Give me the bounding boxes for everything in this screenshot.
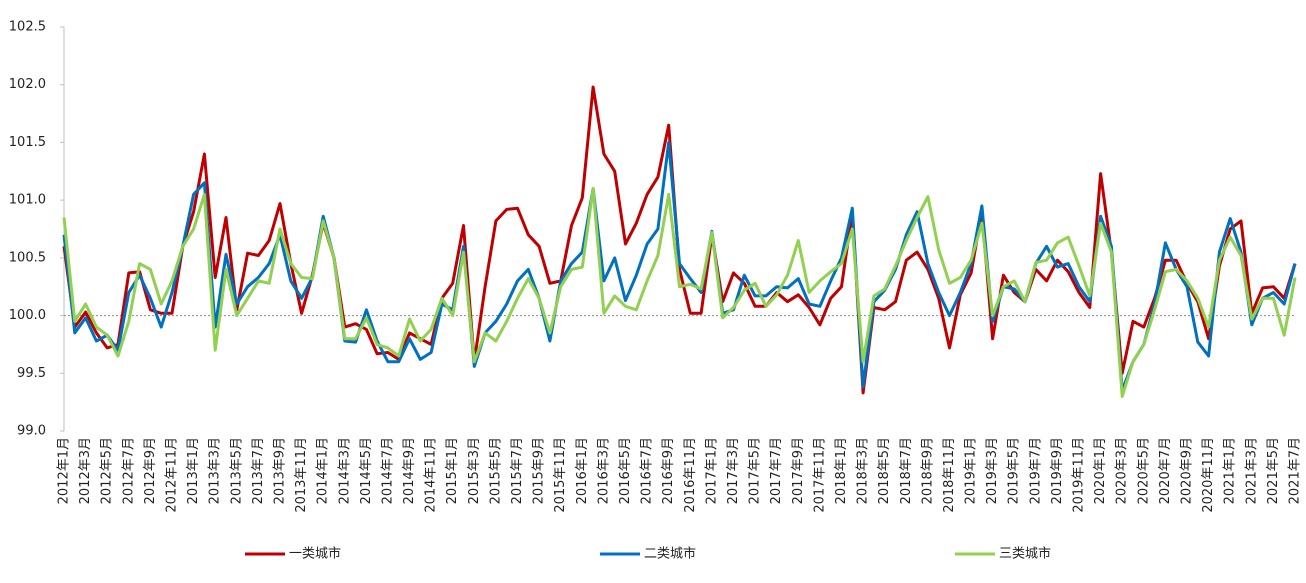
x-tick-label: 2012年3月 (78, 437, 93, 504)
x-tick-label: 2019年11月 (1072, 437, 1087, 513)
y-tick-label: 101.5 (9, 135, 46, 150)
x-tick-label: 2013年1月 (186, 437, 201, 504)
x-tick-label: 2017年7月 (769, 437, 784, 504)
x-tick-label: 2021年7月 (1288, 437, 1303, 504)
x-tick-label: 2015年7月 (510, 437, 525, 504)
legend-label: 三类城市 (999, 546, 1051, 562)
x-tick-label: 2013年5月 (229, 437, 244, 504)
x-tick-label: 2020年1月 (1093, 437, 1108, 504)
x-tick-label: 2014年5月 (359, 437, 374, 504)
x-tick-label: 2017年3月 (726, 437, 741, 504)
x-tick-label: 2017年9月 (791, 437, 806, 504)
series-line (62, 85, 1297, 395)
x-tick-label: 2018年3月 (856, 437, 871, 504)
x-tick-label: 2016年5月 (618, 437, 633, 504)
x-tick-label: 2019年3月 (985, 437, 1000, 504)
x-tick-label: 2017年1月 (704, 437, 719, 504)
x-tick-label: 2015年9月 (532, 437, 547, 504)
x-tick-label: 2019年7月 (1028, 437, 1043, 504)
x-tick-label: 2012年7月 (121, 437, 136, 504)
x-tick-label: 2012年11月 (164, 437, 179, 513)
x-tick-label: 2018年1月 (834, 437, 849, 504)
x-tick-label: 2019年5月 (1007, 437, 1022, 504)
y-tick-label: 100.0 (9, 308, 46, 323)
legend-label: 二类城市 (644, 546, 696, 562)
x-tick-label: 2016年3月 (596, 437, 611, 504)
x-tick-label: 2014年3月 (337, 437, 352, 504)
x-tick-label: 2017年5月 (748, 437, 763, 504)
x-tick-label: 2015年3月 (467, 437, 482, 504)
x-tick-label: 2015年1月 (445, 437, 460, 504)
x-tick-label: 2014年11月 (424, 437, 439, 513)
x-tick-label: 2013年11月 (294, 437, 309, 513)
x-tick-label: 2014年7月 (380, 437, 395, 504)
x-tick-label: 2015年5月 (488, 437, 503, 504)
x-tick-label: 2016年11月 (683, 437, 698, 513)
y-tick-label: 101.0 (9, 193, 46, 208)
x-tick-label: 2014年9月 (402, 437, 417, 504)
x-tick-label: 2016年7月 (640, 437, 655, 504)
x-tick-label: 2021年5月 (1266, 437, 1281, 504)
x-tick-label: 2018年11月 (942, 437, 957, 513)
y-tick-label: 102.0 (9, 77, 46, 92)
x-tick-label: 2014年1月 (316, 437, 331, 504)
x-tick-label: 2012年5月 (100, 437, 115, 504)
x-tick-label: 2013年7月 (251, 437, 266, 504)
x-tick-label: 2018年5月 (877, 437, 892, 504)
x-tick-label: 2020年7月 (1158, 437, 1173, 504)
x-tick-label: 2020年3月 (1115, 437, 1130, 504)
legend-label: 一类城市 (289, 546, 341, 562)
y-tick-label: 99.0 (17, 424, 46, 439)
x-tick-label: 2012年9月 (143, 437, 158, 504)
x-tick-label: 2021年1月 (1223, 437, 1238, 504)
x-tick-label: 2019年9月 (1050, 437, 1065, 504)
x-tick-label: 2015年11月 (553, 437, 568, 513)
x-tick-label: 2017年11月 (812, 437, 827, 513)
y-tick-label: 102.5 (9, 20, 46, 35)
x-tick-label: 2018年7月 (899, 437, 914, 504)
y-tick-label: 100.5 (9, 250, 46, 265)
x-tick-label: 2020年5月 (1136, 437, 1151, 504)
y-tick-label: 99.5 (17, 366, 46, 381)
series-line (62, 187, 1297, 398)
x-tick-label: 2016年9月 (661, 437, 676, 504)
series-line (62, 140, 1297, 393)
x-tick-label: 2013年9月 (272, 437, 287, 504)
x-tick-label: 2018年9月 (920, 437, 935, 504)
x-tick-label: 2013年3月 (208, 437, 223, 504)
x-tick-label: 2020年9月 (1180, 437, 1195, 504)
x-tick-label: 2019年1月 (964, 437, 979, 504)
x-tick-label: 2016年1月 (575, 437, 590, 504)
x-tick-label: 2021年3月 (1244, 437, 1259, 504)
x-tick-label: 2020年11月 (1201, 437, 1216, 513)
x-tick-label: 2012年1月 (57, 437, 72, 504)
